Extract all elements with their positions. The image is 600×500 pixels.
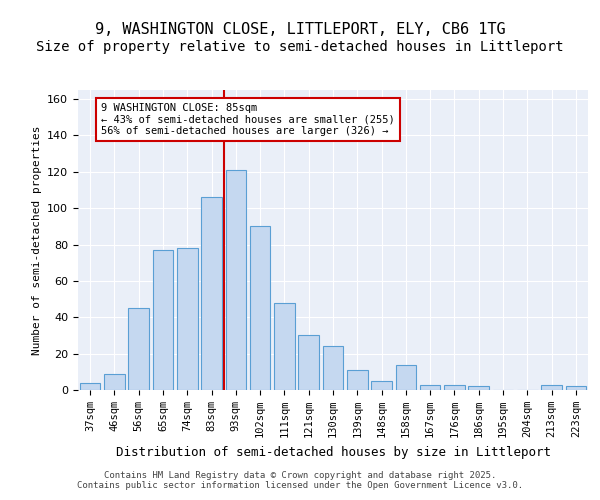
- Bar: [347, 370, 368, 390]
- Bar: [80, 382, 100, 390]
- Text: 9, WASHINGTON CLOSE, LITTLEPORT, ELY, CB6 1TG: 9, WASHINGTON CLOSE, LITTLEPORT, ELY, CB…: [95, 22, 505, 38]
- X-axis label: Distribution of semi-detached houses by size in Littleport: Distribution of semi-detached houses by …: [115, 446, 551, 458]
- Bar: [274, 302, 295, 390]
- Bar: [323, 346, 343, 390]
- Bar: [152, 250, 173, 390]
- Bar: [469, 386, 489, 390]
- Y-axis label: Number of semi-detached properties: Number of semi-detached properties: [32, 125, 41, 355]
- Bar: [226, 170, 246, 390]
- Bar: [566, 386, 586, 390]
- Bar: [298, 336, 319, 390]
- Bar: [104, 374, 125, 390]
- Bar: [128, 308, 149, 390]
- Bar: [395, 364, 416, 390]
- Bar: [250, 226, 271, 390]
- Bar: [177, 248, 197, 390]
- Bar: [201, 198, 222, 390]
- Text: Size of property relative to semi-detached houses in Littleport: Size of property relative to semi-detach…: [36, 40, 564, 54]
- Bar: [541, 384, 562, 390]
- Text: 9 WASHINGTON CLOSE: 85sqm
← 43% of semi-detached houses are smaller (255)
56% of: 9 WASHINGTON CLOSE: 85sqm ← 43% of semi-…: [101, 102, 395, 136]
- Bar: [371, 381, 392, 390]
- Bar: [420, 384, 440, 390]
- Text: Contains HM Land Registry data © Crown copyright and database right 2025.
Contai: Contains HM Land Registry data © Crown c…: [77, 470, 523, 490]
- Bar: [444, 384, 465, 390]
